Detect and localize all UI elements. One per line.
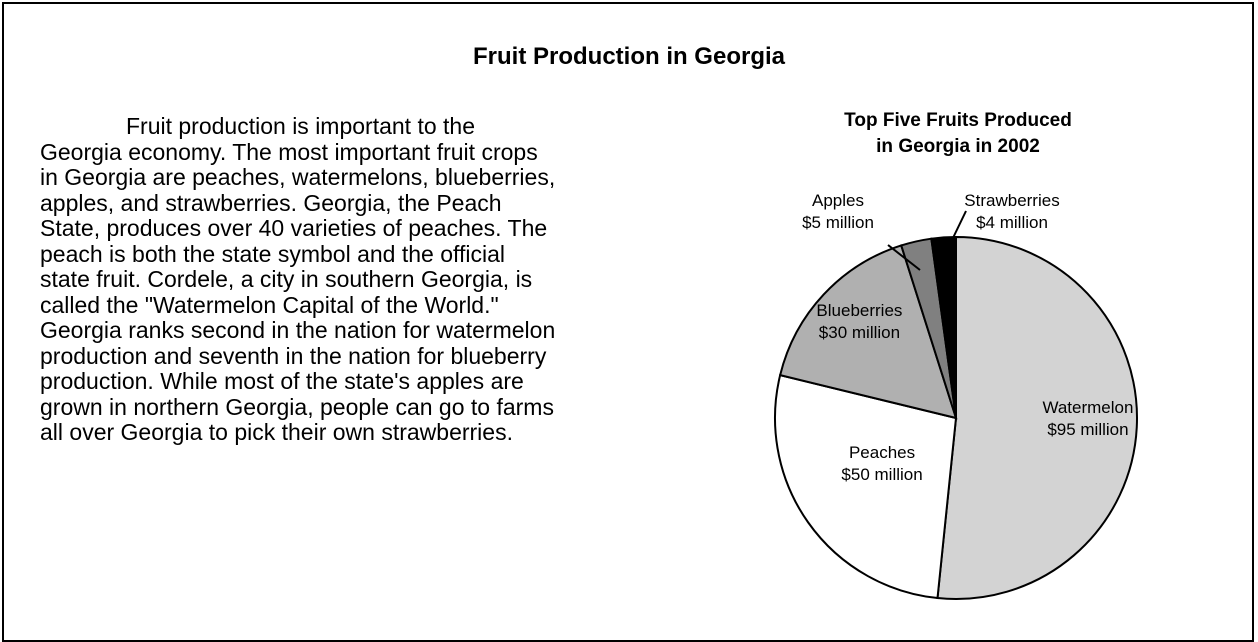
pie-slice-peaches <box>774 373 958 600</box>
page-title: Fruit Production in Georgia <box>473 43 785 70</box>
slice-label-value-apples: $5 million <box>802 213 874 232</box>
pie-leader-lines <box>887 210 967 271</box>
slice-label-value-blueberries: $30 million <box>819 323 900 342</box>
slice-label-value-strawberries: $4 million <box>976 213 1048 232</box>
leader-line-apples <box>887 244 921 271</box>
slice-label-name-apples: Apples <box>812 191 864 210</box>
slice-label-name-blueberries: Blueberries <box>816 301 902 320</box>
passage-text: Fruit production is important to the Geo… <box>40 113 556 445</box>
pie-chart: Top Five Fruits Produced in Georgia in 2… <box>774 110 1138 600</box>
chart-title-line-1: Top Five Fruits Produced <box>844 110 1072 131</box>
pie-slice-watermelon <box>936 235 1138 600</box>
slice-label-name-peaches: Peaches <box>849 443 915 462</box>
pie-slice-strawberries <box>930 235 957 419</box>
slice-label-name-strawberries: Strawberries <box>964 191 1059 210</box>
pie-slice-blueberries <box>778 244 958 420</box>
slice-label-value-watermelon: $95 million <box>1047 420 1128 439</box>
leader-line-strawberries <box>951 210 967 241</box>
slice-label-value-peaches: $50 million <box>841 465 922 484</box>
pie-labels: Watermelon $95 million Peaches $50 million B… <box>802 191 1133 484</box>
pie-slices <box>774 235 1138 600</box>
passage: Fruit production is important to the Geo… <box>40 113 560 446</box>
chart-title-line-2: in Georgia in 2002 <box>876 136 1040 157</box>
slice-label-name-watermelon: Watermelon <box>1042 398 1133 417</box>
